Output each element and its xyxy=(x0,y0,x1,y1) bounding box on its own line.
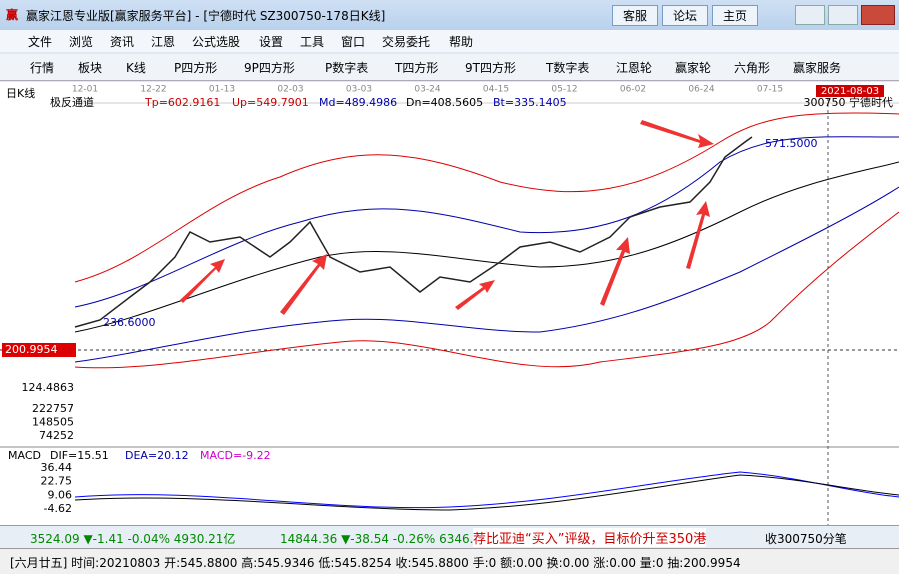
sh-index: 3524.09 ▼-1.41 -0.04% 4930.21亿 xyxy=(30,532,236,546)
high-label: 571.5000 xyxy=(765,137,818,150)
app-icon: 赢 xyxy=(6,8,19,22)
title-bar: 赢 赢家江恩专业版[赢家服务平台] - [宁德时代 SZ300750-178日K… xyxy=(0,0,899,30)
menu-bar: 文件 浏览 资讯 江恩 公式选股 设置 工具 窗口 交易委托 帮助 xyxy=(0,30,899,52)
band-top xyxy=(74,112,899,283)
menu-item[interactable]: 江恩 xyxy=(151,35,176,49)
indicator-value: Md=489.4986 xyxy=(319,96,397,109)
header-button[interactable]: 客服 xyxy=(612,5,659,26)
tool-button[interactable]: 9P四方形 xyxy=(244,61,295,75)
current-date: 2021-08-03 xyxy=(821,86,879,97)
menu-item[interactable]: 帮助 xyxy=(449,35,474,49)
macd-tick: -4.62 xyxy=(44,502,72,515)
band-down xyxy=(74,186,899,363)
date-label: 12-01 xyxy=(72,85,98,95)
macd-value: DEA=20.12 xyxy=(125,449,189,462)
date-label: 03-24 xyxy=(414,85,440,95)
tool-button[interactable]: 六角形 xyxy=(734,61,771,75)
date-label: 12-22 xyxy=(140,85,166,95)
sz-index: 14844.36 ▼-38.54 -0.26% 6346.17亿 xyxy=(280,532,501,546)
volume-tick: 148505 xyxy=(32,416,74,429)
band-mid xyxy=(74,161,899,333)
macd-name: MACD xyxy=(8,449,41,462)
tool-button[interactable]: T四方形 xyxy=(395,61,439,75)
date-label: 06-24 xyxy=(688,85,714,95)
tool-button[interactable]: 9T四方形 xyxy=(465,61,516,75)
status-bar: 3524.09 ▼-1.41 -0.04% 4930.21亿 14844.36 … xyxy=(0,525,899,548)
dea-line xyxy=(74,474,899,511)
macd-tick: 36.44 xyxy=(41,461,73,474)
header-button[interactable]: 主页 xyxy=(712,5,759,26)
tool-button[interactable]: 江恩轮 xyxy=(616,61,653,75)
price-path xyxy=(74,136,753,328)
arrow xyxy=(640,120,714,148)
date-label: 04-15 xyxy=(483,85,509,95)
tool-button[interactable]: K线 xyxy=(126,61,146,75)
macd-value: MACD=-9.22 xyxy=(200,449,271,462)
menu-item[interactable]: 文件 xyxy=(28,35,53,49)
arrow xyxy=(600,237,630,306)
date-label: 07-15 xyxy=(757,85,783,95)
menu-item[interactable]: 资讯 xyxy=(110,35,135,49)
arrow xyxy=(180,259,225,303)
arrow xyxy=(686,201,710,269)
arrow xyxy=(280,254,327,315)
news-ticker[interactable]: 荐比亚迪“买入”评级，目标价升至350港 xyxy=(473,528,707,547)
band-up xyxy=(74,136,899,308)
date-label: 01-13 xyxy=(209,85,235,95)
arrow xyxy=(455,280,495,310)
date-label: 06-02 xyxy=(620,85,646,95)
minimize[interactable] xyxy=(795,5,825,25)
band-bottom xyxy=(74,211,899,369)
arrows xyxy=(180,120,714,315)
cursor-price: 200.9954 xyxy=(5,343,58,356)
tool-button[interactable]: 板块 xyxy=(78,61,103,75)
period-label: 日K线 xyxy=(6,86,35,100)
date-label: 02-03 xyxy=(277,85,303,95)
tool-button[interactable]: P数字表 xyxy=(325,61,369,75)
menu-item[interactable]: 工具 xyxy=(300,35,325,49)
tool-button[interactable]: 赢家轮 xyxy=(675,61,712,75)
header-button[interactable]: 论坛 xyxy=(662,5,709,26)
dif-line xyxy=(74,471,899,509)
date-highlight xyxy=(816,85,884,97)
menu-item[interactable]: 浏览 xyxy=(69,35,94,49)
date-label: 05-12 xyxy=(551,85,577,95)
maximize[interactable] xyxy=(828,5,858,25)
stock-name: 300750 宁德时代 xyxy=(804,95,894,109)
indicator-value: Bt=335.1405 xyxy=(493,96,567,109)
indicator-value: Dn=408.5605 xyxy=(406,96,483,109)
cursor-price-bg xyxy=(2,343,76,357)
macd-tick: 9.06 xyxy=(48,488,73,501)
macd-value: DIF=15.51 xyxy=(50,449,109,462)
info-bar: [六月廿五] 时间:20210803 开:545.8800 高:545.9346… xyxy=(0,548,899,574)
low-label: 236.6000 xyxy=(103,316,156,329)
chart-bg xyxy=(0,82,899,525)
menu-item[interactable]: 交易委托 xyxy=(382,35,431,49)
close[interactable] xyxy=(861,5,895,25)
menu-item[interactable]: 公式选股 xyxy=(192,35,241,49)
volume-tick: 222757 xyxy=(32,402,74,415)
window-title: 赢家江恩专业版[赢家服务平台] - [宁德时代 SZ300750-178日K线] xyxy=(26,9,386,23)
indicator-name: 极反通道 xyxy=(50,95,94,109)
chart: 日K线 2021-08-03 极反通道 300750 宁德时代 571.5000… xyxy=(0,82,899,525)
tool-button[interactable]: P四方形 xyxy=(174,61,218,75)
toolbar: 行情 板块 K线 P四方形 9P四方形 P数字表 T四方形 9T四方形 T数字表 江恩轮 赢家轮 六角… xyxy=(0,54,899,81)
macd-tick: 22.75 xyxy=(41,475,73,488)
indicator-value: Up=549.7901 xyxy=(232,96,309,109)
menu-item[interactable]: 窗口 xyxy=(341,35,366,49)
bar-info: [六月廿五] 时间:20210803 开:545.8800 高:545.9346… xyxy=(10,556,741,570)
indicator-value: Tp=602.9161 xyxy=(144,96,220,109)
status-right: 收300750分笔 xyxy=(765,532,847,546)
date-label: 03-03 xyxy=(346,85,372,95)
tool-button[interactable]: 行情 xyxy=(30,61,55,75)
menu-item[interactable]: 设置 xyxy=(259,35,284,49)
tool-button[interactable]: 赢家服务 xyxy=(793,61,842,75)
volume-tick: 74252 xyxy=(39,429,74,442)
tool-button[interactable]: T数字表 xyxy=(546,61,590,75)
axis-label: 124.4863 xyxy=(22,381,75,394)
